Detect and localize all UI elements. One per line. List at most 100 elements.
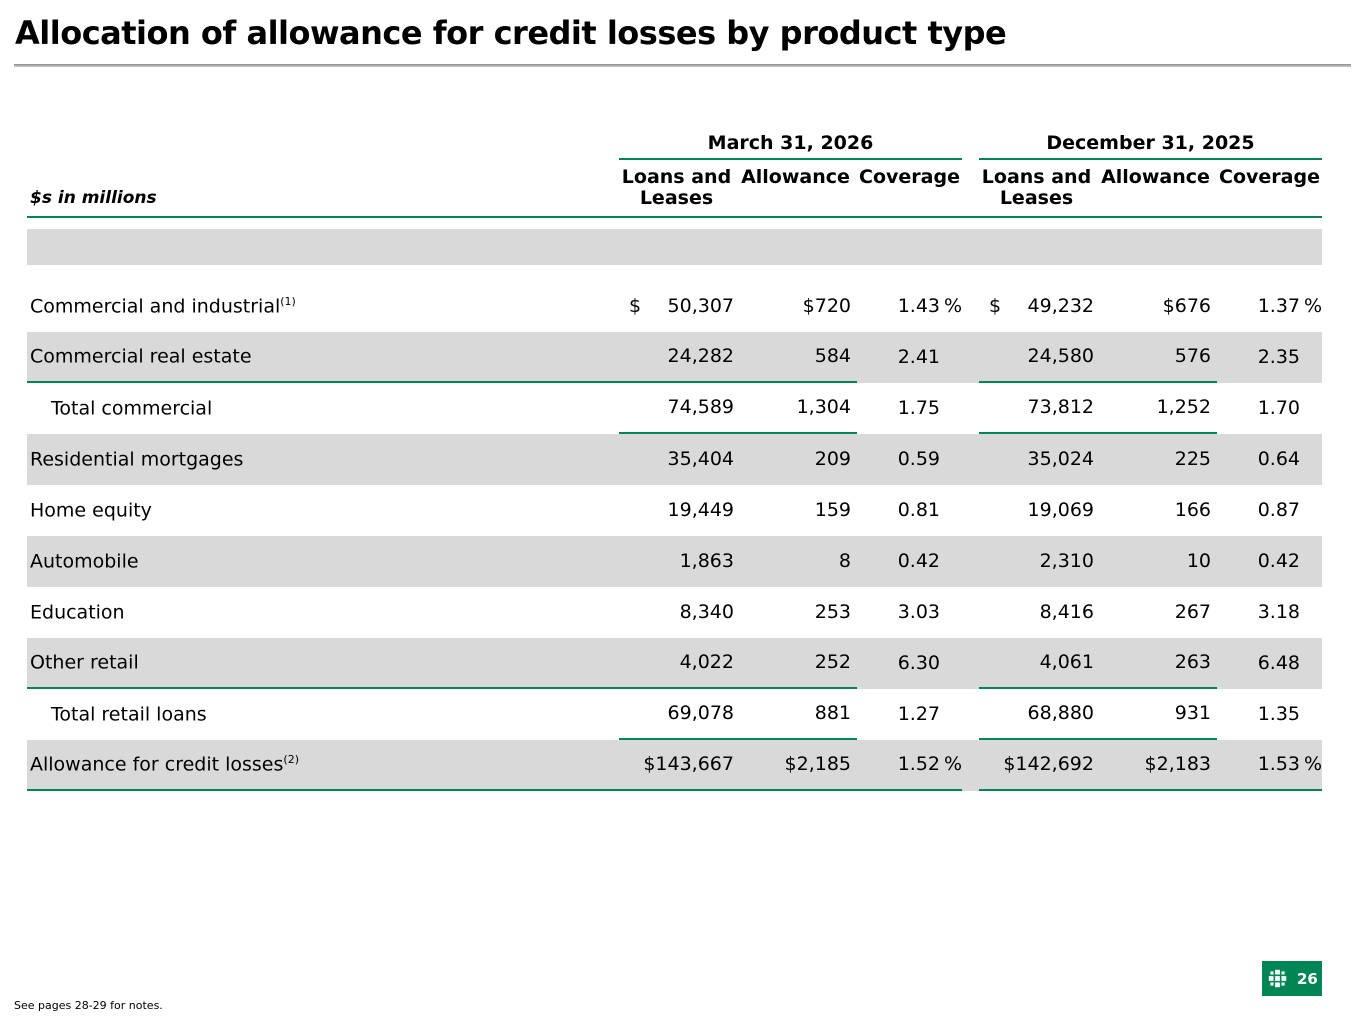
row-label-text: Automobile bbox=[30, 550, 139, 573]
cell-value: 8,416 bbox=[1039, 601, 1094, 624]
allowance-cell: $676 bbox=[1094, 281, 1217, 332]
loans-cell: 4,022 bbox=[619, 638, 734, 689]
row-label: Total commercial bbox=[51, 397, 212, 419]
column-header-loans-leases: Loans and Leases bbox=[981, 166, 1092, 210]
percent-symbol: % bbox=[943, 295, 962, 318]
cell-value: 253 bbox=[814, 601, 851, 624]
coverage-cell: 1.53% bbox=[1217, 740, 1322, 791]
column-headers-december: Loans and Leases Allowance Coverage bbox=[979, 166, 1322, 210]
loans-cell: 19,449 bbox=[619, 485, 734, 536]
cell-value: 584 bbox=[814, 345, 851, 368]
column-gap bbox=[962, 587, 979, 638]
loans-cell: 73,812 bbox=[979, 383, 1094, 434]
row-label-cell: Commercial real estate bbox=[27, 332, 619, 383]
row-label: Residential mortgages bbox=[30, 448, 243, 470]
allowance-cell: $2,183 bbox=[1094, 740, 1217, 791]
table-row: Allowance for credit losses(2) $143,667 … bbox=[27, 739, 1322, 791]
cell-value: $2,185 bbox=[784, 753, 851, 776]
cell-value: 0.42 bbox=[897, 550, 940, 573]
row-label: Commercial real estate bbox=[30, 345, 252, 367]
cell-value: 1,863 bbox=[679, 550, 734, 573]
row-label: Home equity bbox=[30, 499, 152, 521]
cell-value: 1.53 bbox=[1257, 753, 1300, 776]
cell-value: 3.18 bbox=[1257, 601, 1300, 624]
table-header: $s in millions March 31, 2026 Loans and … bbox=[27, 132, 1322, 218]
column-group-december: December 31, 2025 Loans and Leases Allow… bbox=[979, 132, 1322, 210]
table-row: Commercial and industrial(1) $50,307 $72… bbox=[27, 281, 1322, 332]
column-gap bbox=[962, 638, 979, 689]
column-gap bbox=[962, 485, 979, 536]
row-label-text: Commercial real estate bbox=[30, 345, 252, 368]
row-label: Total retail loans bbox=[51, 703, 207, 725]
cell-value: 1.27 bbox=[897, 703, 940, 726]
cell-value: 24,282 bbox=[667, 345, 734, 368]
cell-value: 0.64 bbox=[1257, 448, 1300, 471]
row-label-text: Residential mortgages bbox=[30, 448, 244, 471]
coverage-cell: 0.87 bbox=[1217, 485, 1322, 536]
table-row: Home equity 19,449 159 0.81 19,069 166 0… bbox=[27, 485, 1322, 536]
table-row: Automobile 1,863 8 0.42 2,310 10 0.42 bbox=[27, 535, 1322, 587]
row-label: Automobile bbox=[30, 550, 139, 572]
column-gap bbox=[962, 383, 979, 434]
cell-value: $2,183 bbox=[1144, 753, 1211, 776]
allowance-cell: 159 bbox=[734, 485, 857, 536]
cell-value: 6.30 bbox=[897, 652, 940, 675]
cell-value: 68,880 bbox=[1027, 702, 1094, 725]
cell-value: 8,340 bbox=[679, 601, 734, 624]
loans-cell: 68,880 bbox=[979, 689, 1094, 740]
group-header-december: December 31, 2025 bbox=[979, 132, 1322, 160]
cell-value: 69,078 bbox=[667, 702, 734, 725]
cell-value: 49,232 bbox=[1027, 295, 1094, 318]
cell-value: 252 bbox=[814, 651, 851, 674]
allowance-cell: 225 bbox=[1094, 434, 1217, 485]
coverage-cell: 1.52% bbox=[857, 740, 962, 791]
row-label: Allowance for credit losses(2) bbox=[30, 753, 299, 775]
table-row: Education 8,340 253 3.03 8,416 267 3.18 bbox=[27, 587, 1322, 638]
loans-cell: 1,863 bbox=[619, 536, 734, 587]
cell-value: 267 bbox=[1174, 601, 1211, 624]
cell-value: $676 bbox=[1162, 295, 1211, 318]
column-header-loans-leases: Loans and Leases bbox=[621, 166, 732, 210]
allowance-cell: 584 bbox=[734, 332, 857, 383]
row-label-text: Home equity bbox=[30, 499, 152, 522]
row-label-cell: Other retail bbox=[27, 638, 619, 689]
cell-value: 0.87 bbox=[1257, 499, 1300, 522]
allowance-cell: 881 bbox=[734, 689, 857, 740]
coverage-cell: 1.43% bbox=[857, 281, 962, 332]
loans-cell: 4,061 bbox=[979, 638, 1094, 689]
column-gap bbox=[962, 332, 979, 383]
row-label-cell: Automobile bbox=[27, 536, 619, 587]
allowance-cell: 1,252 bbox=[1094, 383, 1217, 434]
loans-cell: $143,667 bbox=[619, 740, 734, 791]
cell-value: $142,692 bbox=[1003, 753, 1094, 776]
percent-symbol: % bbox=[1303, 295, 1322, 318]
cell-value: 19,449 bbox=[667, 499, 734, 522]
loans-cell: 35,024 bbox=[979, 434, 1094, 485]
cell-value: 50,307 bbox=[667, 295, 734, 318]
cell-value: 1.52 bbox=[897, 753, 940, 776]
column-gap bbox=[962, 740, 979, 791]
cell-value: 881 bbox=[814, 702, 851, 725]
cell-value: 166 bbox=[1174, 499, 1211, 522]
cell-value: 35,024 bbox=[1027, 448, 1094, 471]
allowance-cell: $720 bbox=[734, 281, 857, 332]
cell-value: $143,667 bbox=[643, 753, 734, 776]
page-badge: 26 bbox=[1262, 961, 1322, 996]
cell-value: 1.35 bbox=[1257, 703, 1300, 726]
cell-value: 4,061 bbox=[1039, 651, 1094, 674]
cell-value: 2.35 bbox=[1257, 346, 1300, 369]
coverage-cell: 1.75 bbox=[857, 383, 962, 434]
loans-cell: 24,282 bbox=[619, 332, 734, 383]
cell-value: 1,304 bbox=[796, 396, 851, 419]
allowance-cell: 166 bbox=[1094, 485, 1217, 536]
loans-cell: 2,310 bbox=[979, 536, 1094, 587]
allowance-cell: 263 bbox=[1094, 638, 1217, 689]
cell-value: 263 bbox=[1174, 651, 1211, 674]
table-row: Residential mortgages 35,404 209 0.59 35… bbox=[27, 433, 1322, 485]
coverage-cell: 1.70 bbox=[1217, 383, 1322, 434]
row-label-text: Total commercial bbox=[51, 397, 213, 420]
page-number: 26 bbox=[1297, 969, 1318, 988]
coverage-cell: 0.59 bbox=[857, 434, 962, 485]
cell-value: 576 bbox=[1174, 345, 1211, 368]
loans-cell: 74,589 bbox=[619, 383, 734, 434]
